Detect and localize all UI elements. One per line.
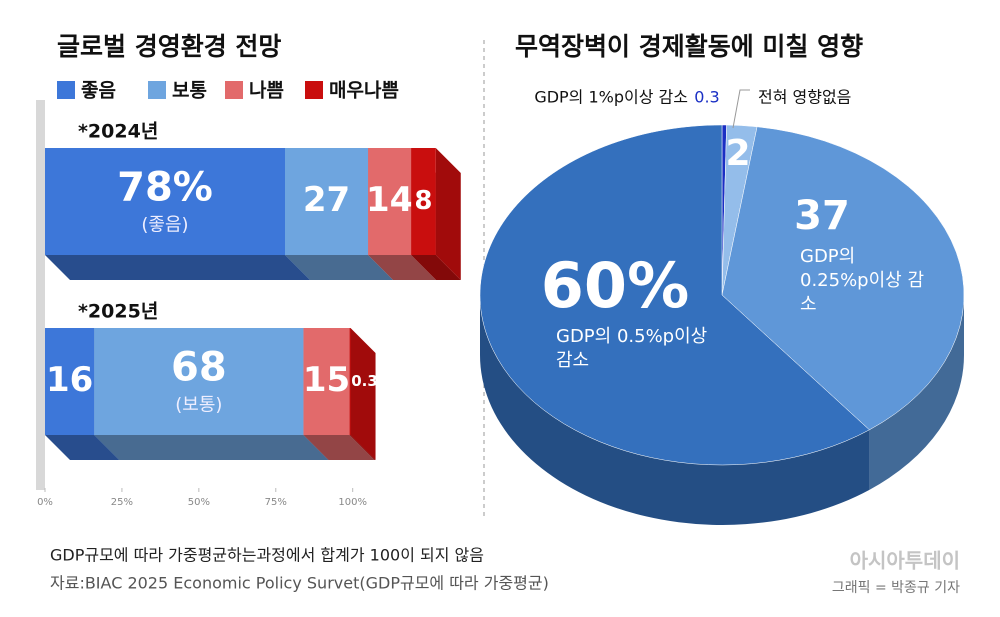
- bar-side: [350, 328, 376, 460]
- value-label: 27: [303, 180, 350, 220]
- value-label: 14: [366, 180, 413, 220]
- category-label: GDP의 0.5%p이상 감소: [556, 326, 708, 371]
- bar-side: [411, 255, 461, 280]
- legend-label: 좋음: [81, 80, 116, 102]
- category-label: GDP의 1%p이상 감소: [534, 88, 688, 107]
- source: 자료:BIAC 2025 Economic Policy Survet(GDP규…: [50, 574, 549, 593]
- bar: [303, 328, 350, 435]
- bar-side: [94, 435, 329, 460]
- value-label: 78%: [117, 165, 213, 211]
- value-label: 15: [303, 360, 350, 400]
- value-label: 8: [414, 186, 432, 216]
- chart-title: 무역장벽이 경제활동에 미칠 영향: [515, 32, 863, 61]
- leader-line: [732, 89, 750, 129]
- category-label: *2025년: [78, 301, 158, 323]
- slice-side: [480, 295, 870, 525]
- bar: [411, 148, 436, 255]
- bar-side: [45, 435, 120, 460]
- x-tick-label: 25%: [111, 497, 133, 508]
- bar-side: [45, 255, 310, 280]
- value-label: 68: [171, 345, 227, 391]
- slice: [721, 126, 965, 431]
- bar: [45, 148, 285, 255]
- value-label: 2: [725, 133, 750, 174]
- brand: 아시아투데이: [850, 549, 960, 573]
- bar-side: [435, 148, 461, 280]
- credit: 그래픽 = 박종규 기자: [832, 580, 960, 596]
- legend-label: 보통: [172, 80, 207, 102]
- bar-side: [368, 255, 437, 280]
- value-label: 0.3: [694, 88, 719, 107]
- legend-swatch: [225, 81, 243, 99]
- legend-label: 매우나쁨: [329, 80, 399, 102]
- bar-side: [349, 435, 376, 460]
- bar: [285, 148, 369, 255]
- category-label: GDP의 0.25%p이상 감소: [800, 246, 925, 315]
- legend-swatch: [148, 81, 166, 99]
- value-label: 16: [46, 360, 93, 400]
- value-note: (보통): [175, 395, 222, 416]
- value-label: 37: [794, 193, 850, 239]
- x-tick-label: 0%: [37, 497, 53, 508]
- slice-side: [869, 295, 964, 490]
- value-label: 0.3: [351, 372, 378, 390]
- chart-title: 글로벌 경영환경 전망: [57, 32, 281, 61]
- category-label: 전혀 영향없음: [758, 88, 851, 107]
- bar: [94, 328, 304, 435]
- legend-swatch: [57, 81, 75, 99]
- bar: [45, 328, 95, 435]
- slice: [479, 124, 870, 466]
- bar-side: [303, 435, 375, 460]
- category-label: *2024년: [78, 121, 158, 143]
- value-label: 60%: [541, 249, 689, 322]
- bar: [349, 328, 351, 435]
- bar-side: [285, 255, 394, 280]
- value-note: (좋음): [141, 215, 188, 236]
- panel-edge: [36, 100, 45, 490]
- x-tick-label: 75%: [265, 497, 287, 508]
- x-tick-label: 50%: [188, 497, 210, 508]
- x-tick-label: 100%: [338, 497, 367, 508]
- note: GDP규모에 따라 가중평균하는과정에서 합계가 100이 되지 않음: [50, 546, 484, 565]
- legend-swatch: [305, 81, 323, 99]
- legend-label: 나쁨: [249, 80, 284, 102]
- bar: [368, 148, 412, 255]
